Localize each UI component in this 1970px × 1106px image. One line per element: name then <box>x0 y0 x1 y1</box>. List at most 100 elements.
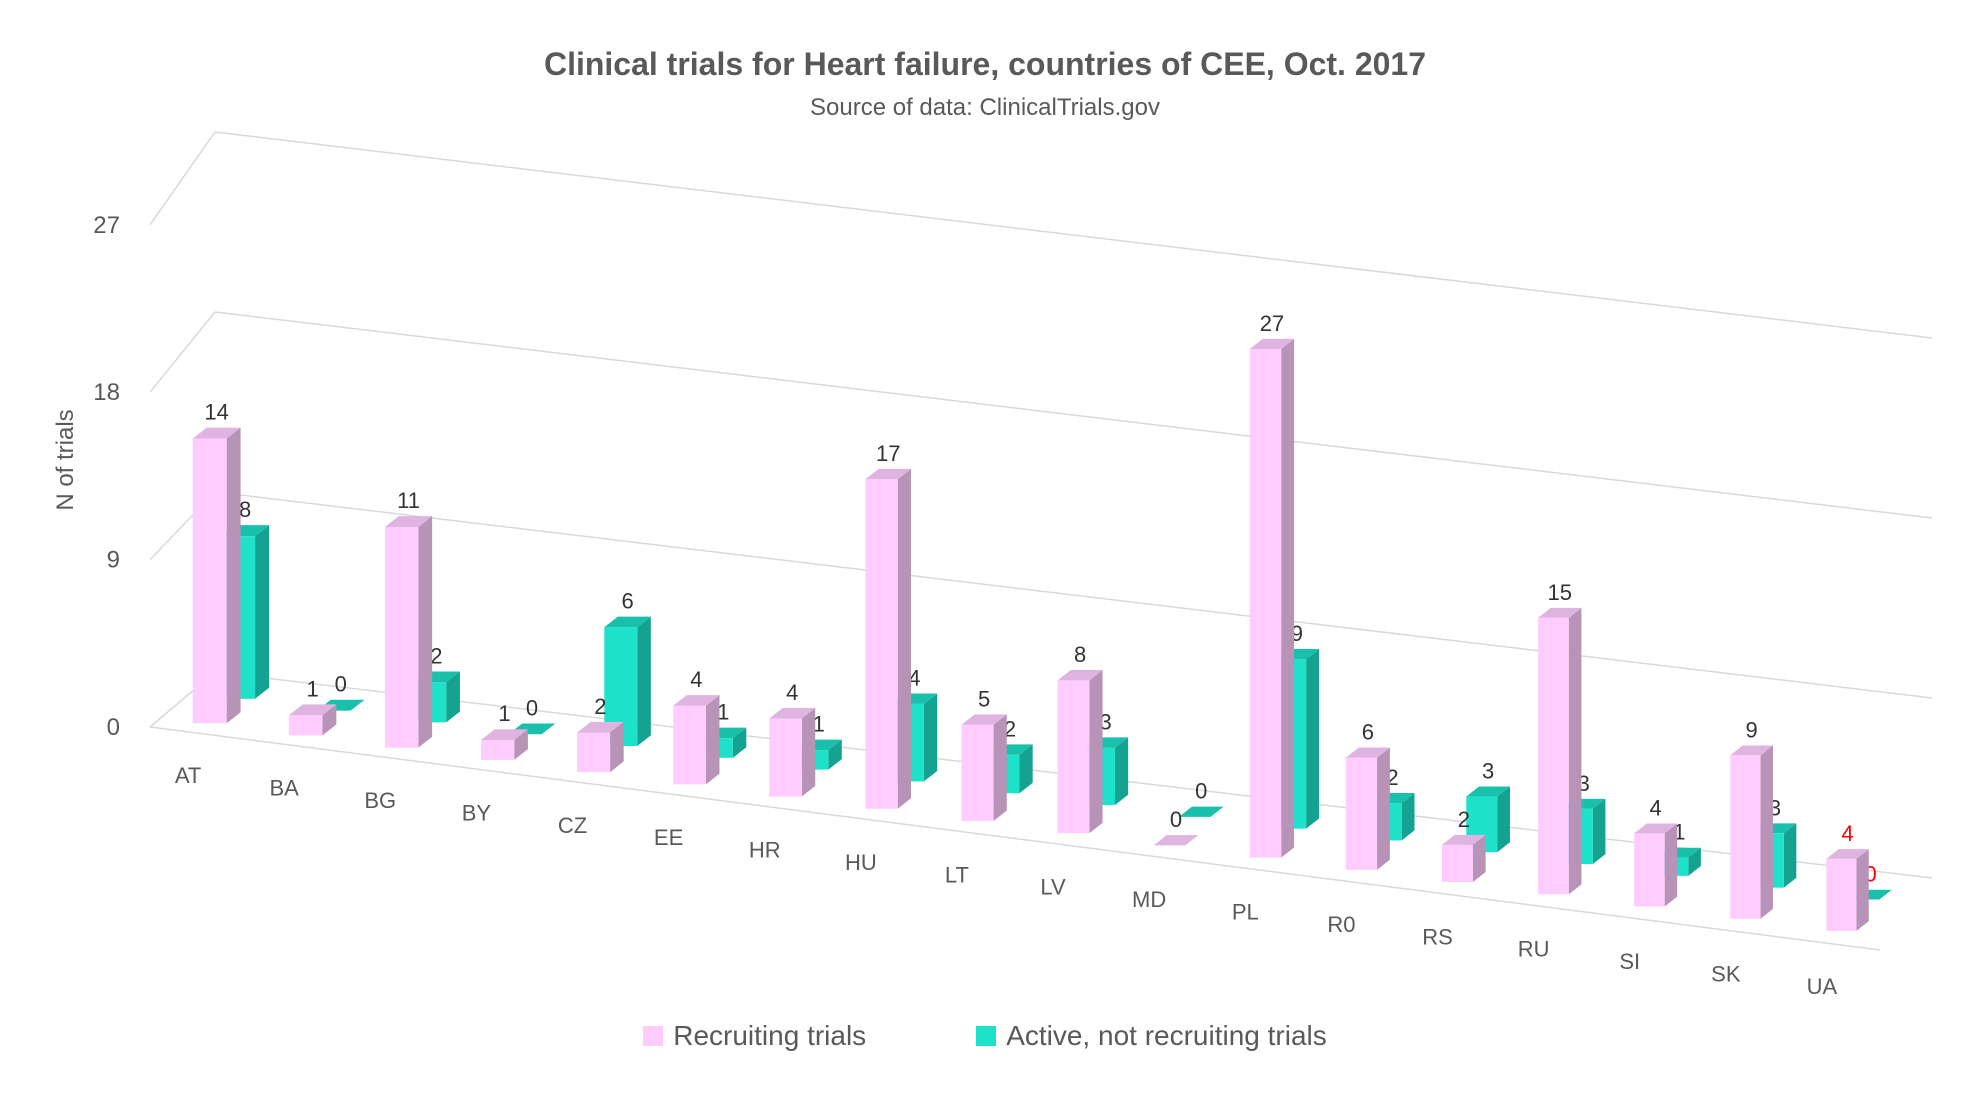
bar-recruiting-UA <box>1826 858 1857 931</box>
data-label: 2 <box>594 694 606 719</box>
data-label: 6 <box>1362 720 1374 745</box>
data-label: 1 <box>498 701 510 726</box>
data-label: 1 <box>813 712 825 737</box>
x-tick-label: HU <box>845 850 877 875</box>
bar-recruiting-BA-side <box>322 704 337 736</box>
y-tick-label: 9 <box>107 547 120 574</box>
y-tick-label: 27 <box>93 212 120 239</box>
bar-recruiting-BY-side <box>514 729 528 760</box>
data-label: 6 <box>621 589 633 614</box>
bar-recruiting-BG-side <box>418 516 433 748</box>
bar-recruiting-CZ-side <box>610 721 624 773</box>
chart-subtitle: Source of data: ClinicalTrials.gov <box>810 94 1160 121</box>
legend-swatch-active <box>976 1026 997 1046</box>
bar-active-PL-side <box>1306 648 1320 829</box>
bar-recruiting-CZ-top <box>577 721 624 733</box>
data-label: 8 <box>1074 642 1086 667</box>
floor-front-edge <box>149 726 1881 951</box>
x-tick-label: PL <box>1232 899 1259 924</box>
bar-active-LT-side <box>1019 744 1033 794</box>
legend-label-active: Active, not recruiting trials <box>1006 1020 1327 1051</box>
x-tick-label: RS <box>1422 924 1453 949</box>
x-tick-label: EE <box>654 825 683 850</box>
bar-active-SI-side <box>1688 847 1701 876</box>
gridline <box>214 131 1933 339</box>
bar-recruiting-BA <box>288 715 323 736</box>
bar-recruiting-BA-top <box>288 704 337 716</box>
bar-recruiting-LT <box>961 724 994 821</box>
legend-item-active: Active, not recruiting trials <box>976 1020 1327 1052</box>
bar-recruiting-R0-top <box>1345 747 1390 758</box>
bar-recruiting-LT-side <box>993 714 1007 821</box>
data-label: 4 <box>786 680 798 705</box>
gridline-side <box>149 311 216 393</box>
bar-recruiting-SI-top <box>1634 823 1678 834</box>
x-tick-label: LT <box>945 862 969 887</box>
bar-recruiting-PL <box>1249 349 1282 858</box>
legend-swatch-recruiting <box>643 1026 664 1046</box>
bar-recruiting-SK <box>1730 755 1761 919</box>
bar-active-R0-side <box>1401 792 1415 841</box>
bar-recruiting-HR-side <box>801 707 816 797</box>
bar-recruiting-HR-top <box>769 707 816 719</box>
bar-active-SK-side <box>1783 823 1797 888</box>
data-label: 2 <box>1458 807 1470 832</box>
bar-recruiting-RU <box>1538 617 1569 895</box>
bar-recruiting-HU-top <box>865 468 912 480</box>
x-tick-label: SI <box>1619 949 1640 974</box>
data-label: 11 <box>397 488 420 513</box>
bar-recruiting-SK-side <box>1760 745 1773 919</box>
bar-recruiting-LT-top <box>961 714 1007 725</box>
data-label: 0 <box>1170 807 1182 832</box>
data-label: 27 <box>1260 311 1284 336</box>
data-label: 15 <box>1548 580 1572 605</box>
bar-active-RS-top <box>1466 786 1510 797</box>
data-label: 2 <box>1004 716 1016 741</box>
legend-label-recruiting: Recruiting trials <box>673 1020 867 1051</box>
bar-recruiting-BY <box>481 739 515 760</box>
x-tick-label: BG <box>364 788 396 813</box>
bar-recruiting-HR <box>769 718 802 797</box>
bar-recruiting-AT-top <box>192 427 241 439</box>
bar-recruiting-AT <box>192 438 227 724</box>
bar-active-CZ-side <box>637 616 651 747</box>
data-label: 4 <box>1650 795 1662 820</box>
bar-active-RU-side <box>1592 798 1606 865</box>
x-tick-label: BA <box>269 776 299 801</box>
data-label: 3 <box>1482 759 1494 784</box>
bar-recruiting-EE <box>673 705 706 785</box>
x-tick-label: SK <box>1711 961 1741 986</box>
x-tick-label: AT <box>175 763 201 788</box>
bar-recruiting-HU <box>865 479 898 809</box>
bar-active-HR-side <box>828 739 842 770</box>
bar-recruiting-HU-side <box>897 468 912 809</box>
bar-recruiting-SK-top <box>1730 745 1773 756</box>
bar-recruiting-BG <box>384 526 419 748</box>
x-tick-label: HR <box>749 838 781 863</box>
bar-recruiting-LV-side <box>1089 670 1103 834</box>
x-tick-label: UA <box>1807 974 1838 999</box>
bar-recruiting-RS-top <box>1441 834 1486 845</box>
bar-recruiting-SI <box>1634 833 1665 907</box>
bar-recruiting-UA-side <box>1856 849 1869 931</box>
bar-recruiting-R0 <box>1345 757 1378 870</box>
bar-recruiting-UA-top <box>1826 849 1869 859</box>
y-tick-label: 18 <box>93 379 120 406</box>
bar-recruiting-SI-side <box>1664 823 1678 907</box>
x-tick-label: BY <box>462 800 492 825</box>
data-label: 2 <box>430 643 442 668</box>
bar-active-LV-side <box>1115 737 1129 806</box>
data-label: 17 <box>876 441 900 466</box>
bar-active-HU-side <box>923 693 938 782</box>
x-tick-label: LV <box>1040 875 1066 900</box>
bar-recruiting-PL-side <box>1281 338 1295 858</box>
data-label: 14 <box>204 400 228 425</box>
bar-active-CZ-top <box>604 616 651 628</box>
bar-recruiting-RU-top <box>1538 607 1582 618</box>
data-label: 8 <box>239 497 251 522</box>
data-label: 0 <box>1195 779 1207 804</box>
x-tick-label: RU <box>1518 937 1550 962</box>
chart-title: Clinical trials for Heart failure, count… <box>543 46 1427 82</box>
